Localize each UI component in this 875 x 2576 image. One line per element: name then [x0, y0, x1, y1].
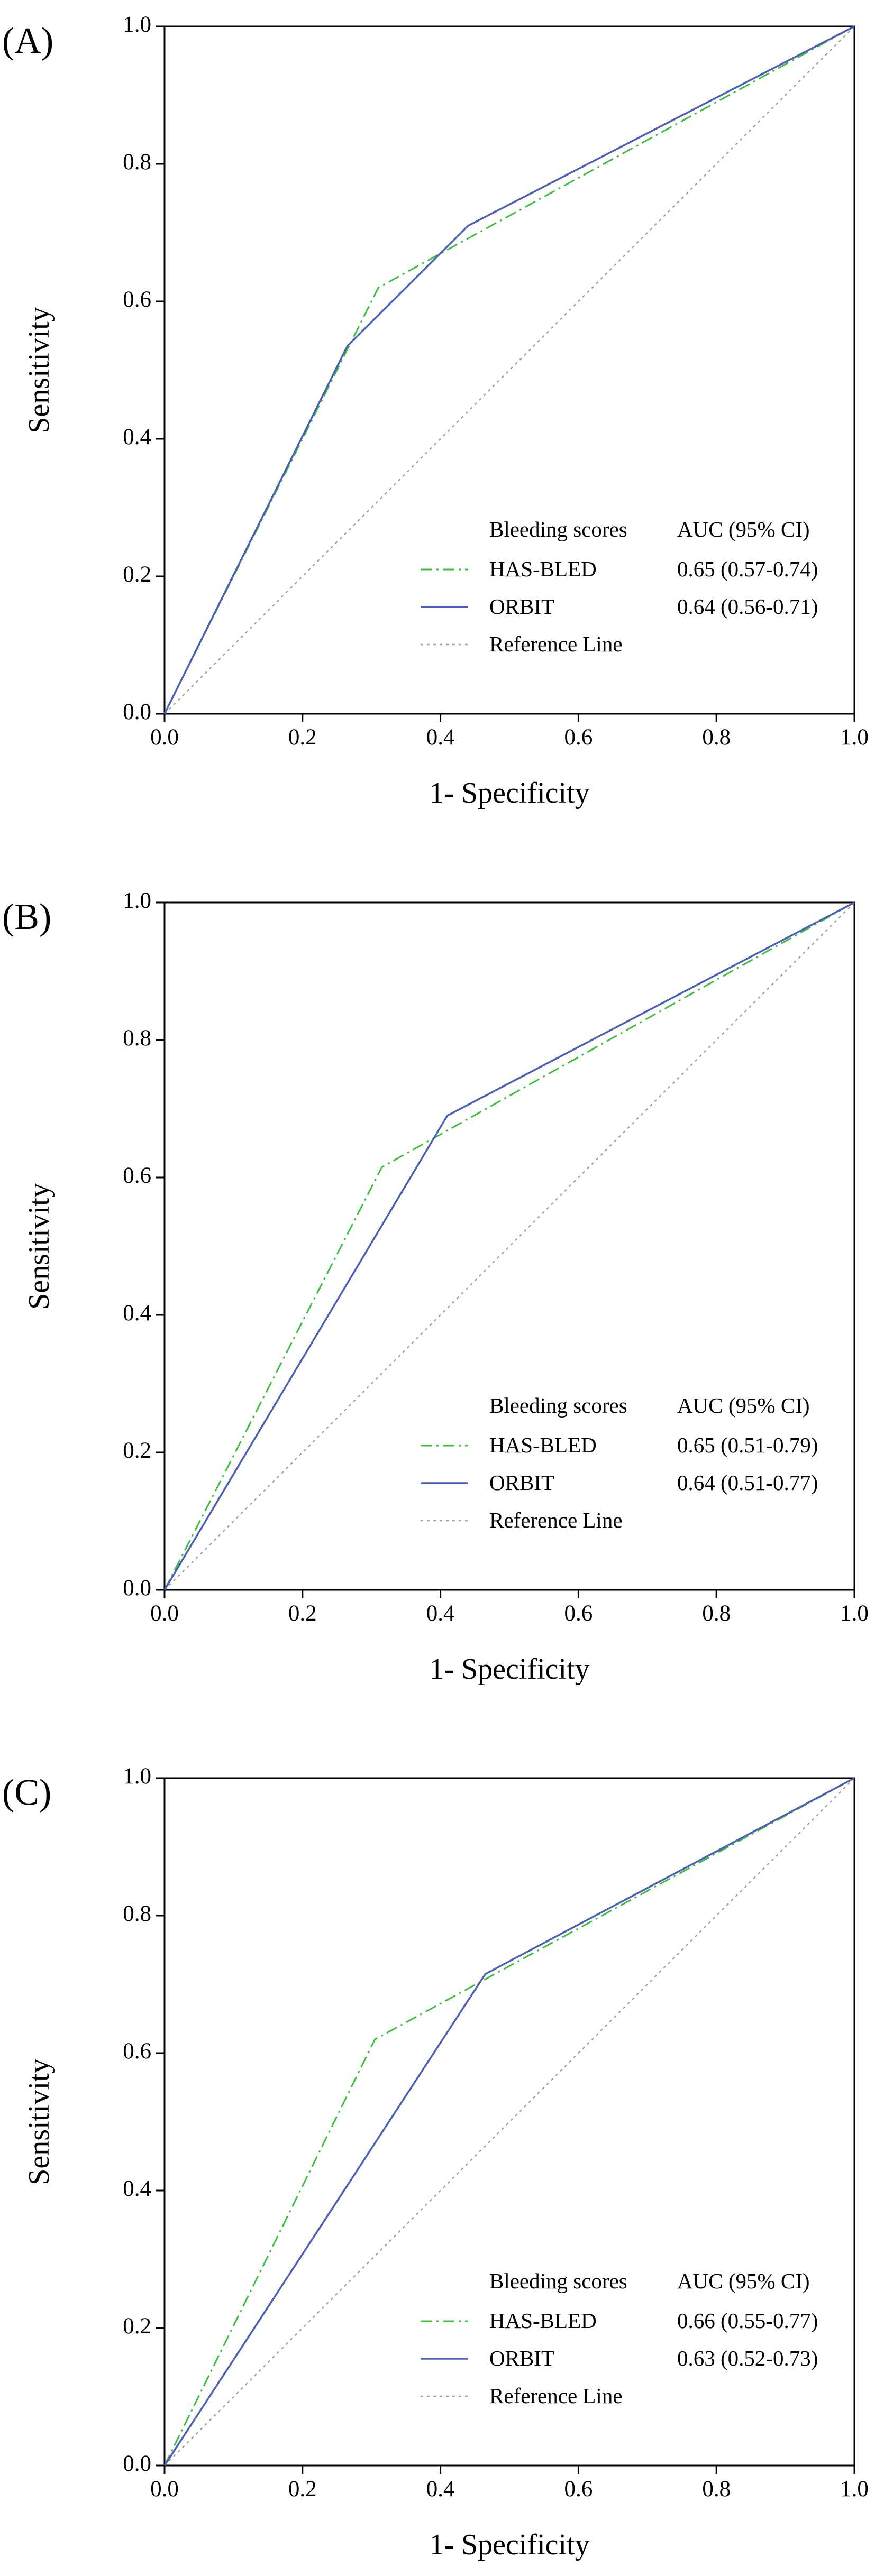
x-tick-label: 1.0 — [840, 2477, 869, 2501]
panel-label: (B) — [2, 897, 51, 937]
y-axis-title: Sensitivity — [23, 2058, 56, 2185]
legend-entry-auc: 0.63 (0.52-0.73) — [677, 2346, 818, 2370]
x-tick-label: 0.4 — [426, 2477, 455, 2501]
y-tick-label: 1.0 — [123, 888, 151, 913]
orbit-curve — [163, 901, 855, 1590]
x-tick-label: 0.0 — [150, 1601, 179, 1626]
y-tick-label: 0.0 — [123, 1576, 151, 1600]
legend-entry-name: Reference Line — [489, 632, 623, 656]
has-bled-curve — [163, 901, 855, 1590]
panel-label: (C) — [2, 1772, 51, 1813]
x-tick-label: 0.2 — [288, 2477, 317, 2501]
panel-label: (A) — [2, 21, 53, 61]
x-axis-title: 1- Specificity — [429, 777, 589, 809]
x-tick-label: 0.4 — [426, 1601, 455, 1626]
orbit-curve — [163, 25, 855, 714]
y-axis-title: Sensitivity — [23, 307, 56, 434]
legend-entry-name: Reference Line — [489, 1508, 623, 1532]
x-tick-label: 0.4 — [426, 725, 455, 750]
legend-entry-auc: 0.64 (0.51-0.77) — [677, 1470, 818, 1495]
legend-entry-name: HAS-BLED — [489, 1433, 597, 1457]
legend-entry-name: ORBIT — [489, 2346, 554, 2370]
y-tick-label: 0.6 — [123, 2039, 151, 2064]
y-tick-label: 0.6 — [123, 287, 151, 312]
y-tick-label: 0.4 — [123, 425, 151, 449]
y-tick-label: 0.6 — [123, 1163, 151, 1188]
legend-header-value: AUC (95% CI) — [677, 517, 810, 541]
y-tick-label: 0.2 — [123, 2314, 151, 2339]
y-axis-title: Sensitivity — [23, 1183, 56, 1310]
legend-entry-name: HAS-BLED — [489, 557, 597, 581]
legend-entry-auc: 0.66 (0.55-0.77) — [677, 2308, 818, 2333]
x-axis-title: 1- Specificity — [429, 2528, 589, 2561]
legend-entry-name: HAS-BLED — [489, 2308, 597, 2333]
x-tick-label: 0.0 — [150, 725, 179, 750]
y-tick-label: 1.0 — [123, 1764, 151, 1789]
x-tick-label: 0.2 — [288, 725, 317, 750]
legend-header-label: Bleeding scores — [489, 1393, 627, 1418]
x-tick-label: 0.8 — [702, 2477, 731, 2501]
legend-header-value: AUC (95% CI) — [677, 1393, 810, 1418]
legend-header-value: AUC (95% CI) — [677, 2269, 810, 2293]
legend-header-label: Bleeding scores — [489, 2269, 627, 2293]
orbit-curve — [163, 1777, 855, 2466]
legend-entry-auc: 0.65 (0.57-0.74) — [677, 557, 818, 581]
x-tick-label: 1.0 — [840, 1601, 869, 1626]
x-axis-title: 1- Specificity — [429, 1653, 589, 1686]
x-tick-label: 0.2 — [288, 1601, 317, 1626]
x-tick-label: 0.8 — [702, 725, 731, 750]
y-tick-label: 0.2 — [123, 1438, 151, 1463]
y-tick-label: 0.0 — [123, 2451, 151, 2476]
y-tick-label: 0.8 — [123, 150, 151, 174]
y-tick-label: 0.4 — [123, 2176, 151, 2201]
roc-panel: (A) 0.0 0.2 0.4 0.6 0.8 1.0 0.0 0.2 0.4 0.6 0.8 1.0 1… — [2, 12, 869, 809]
legend-entry-name: ORBIT — [489, 1470, 554, 1495]
x-tick-label: 0.0 — [150, 2477, 179, 2501]
x-tick-label: 0.8 — [702, 1601, 731, 1626]
legend-entry-auc: 0.64 (0.56-0.71) — [677, 594, 818, 619]
legend-entry-name: ORBIT — [489, 594, 554, 619]
y-tick-label: 0.8 — [123, 1901, 151, 1926]
x-tick-label: 0.6 — [564, 725, 593, 750]
plot-frame — [163, 25, 855, 715]
x-tick-label: 1.0 — [840, 725, 869, 750]
x-tick-label: 0.6 — [564, 1601, 593, 1626]
y-tick-label: 1.0 — [123, 12, 151, 37]
has-bled-curve — [163, 1777, 855, 2466]
roc-panel: (C) 0.0 0.2 0.4 0.6 0.8 1.0 0.0 0.2 0.4 0.6 0.8 1.0 1… — [2, 1764, 869, 2561]
legend-entry-auc: 0.65 (0.51-0.79) — [677, 1433, 818, 1457]
y-tick-label: 0.8 — [123, 1026, 151, 1051]
y-tick-label: 0.0 — [123, 700, 151, 724]
y-tick-label: 0.4 — [123, 1301, 151, 1326]
legend-header-label: Bleeding scores — [489, 517, 627, 541]
plot-frame — [163, 901, 855, 1591]
plot-frame — [163, 1777, 855, 2467]
roc-panel: (B) 0.0 0.2 0.4 0.6 0.8 1.0 0.0 0.2 0.4 0.6 0.8 1.0 1… — [2, 888, 869, 1686]
legend-entry-name: Reference Line — [489, 2384, 623, 2408]
y-tick-label: 0.2 — [123, 562, 151, 587]
x-tick-label: 0.6 — [564, 2477, 593, 2501]
